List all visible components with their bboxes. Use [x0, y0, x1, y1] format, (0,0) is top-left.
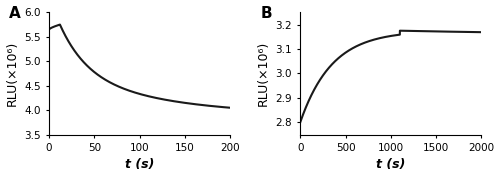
Text: A: A: [9, 6, 21, 21]
Text: B: B: [260, 6, 272, 21]
Y-axis label: RLU(×10⁶): RLU(×10⁶): [256, 41, 270, 106]
Y-axis label: RLU(×10⁶): RLU(×10⁶): [6, 41, 18, 106]
X-axis label: t (s): t (s): [376, 158, 406, 172]
X-axis label: t (s): t (s): [125, 158, 154, 172]
